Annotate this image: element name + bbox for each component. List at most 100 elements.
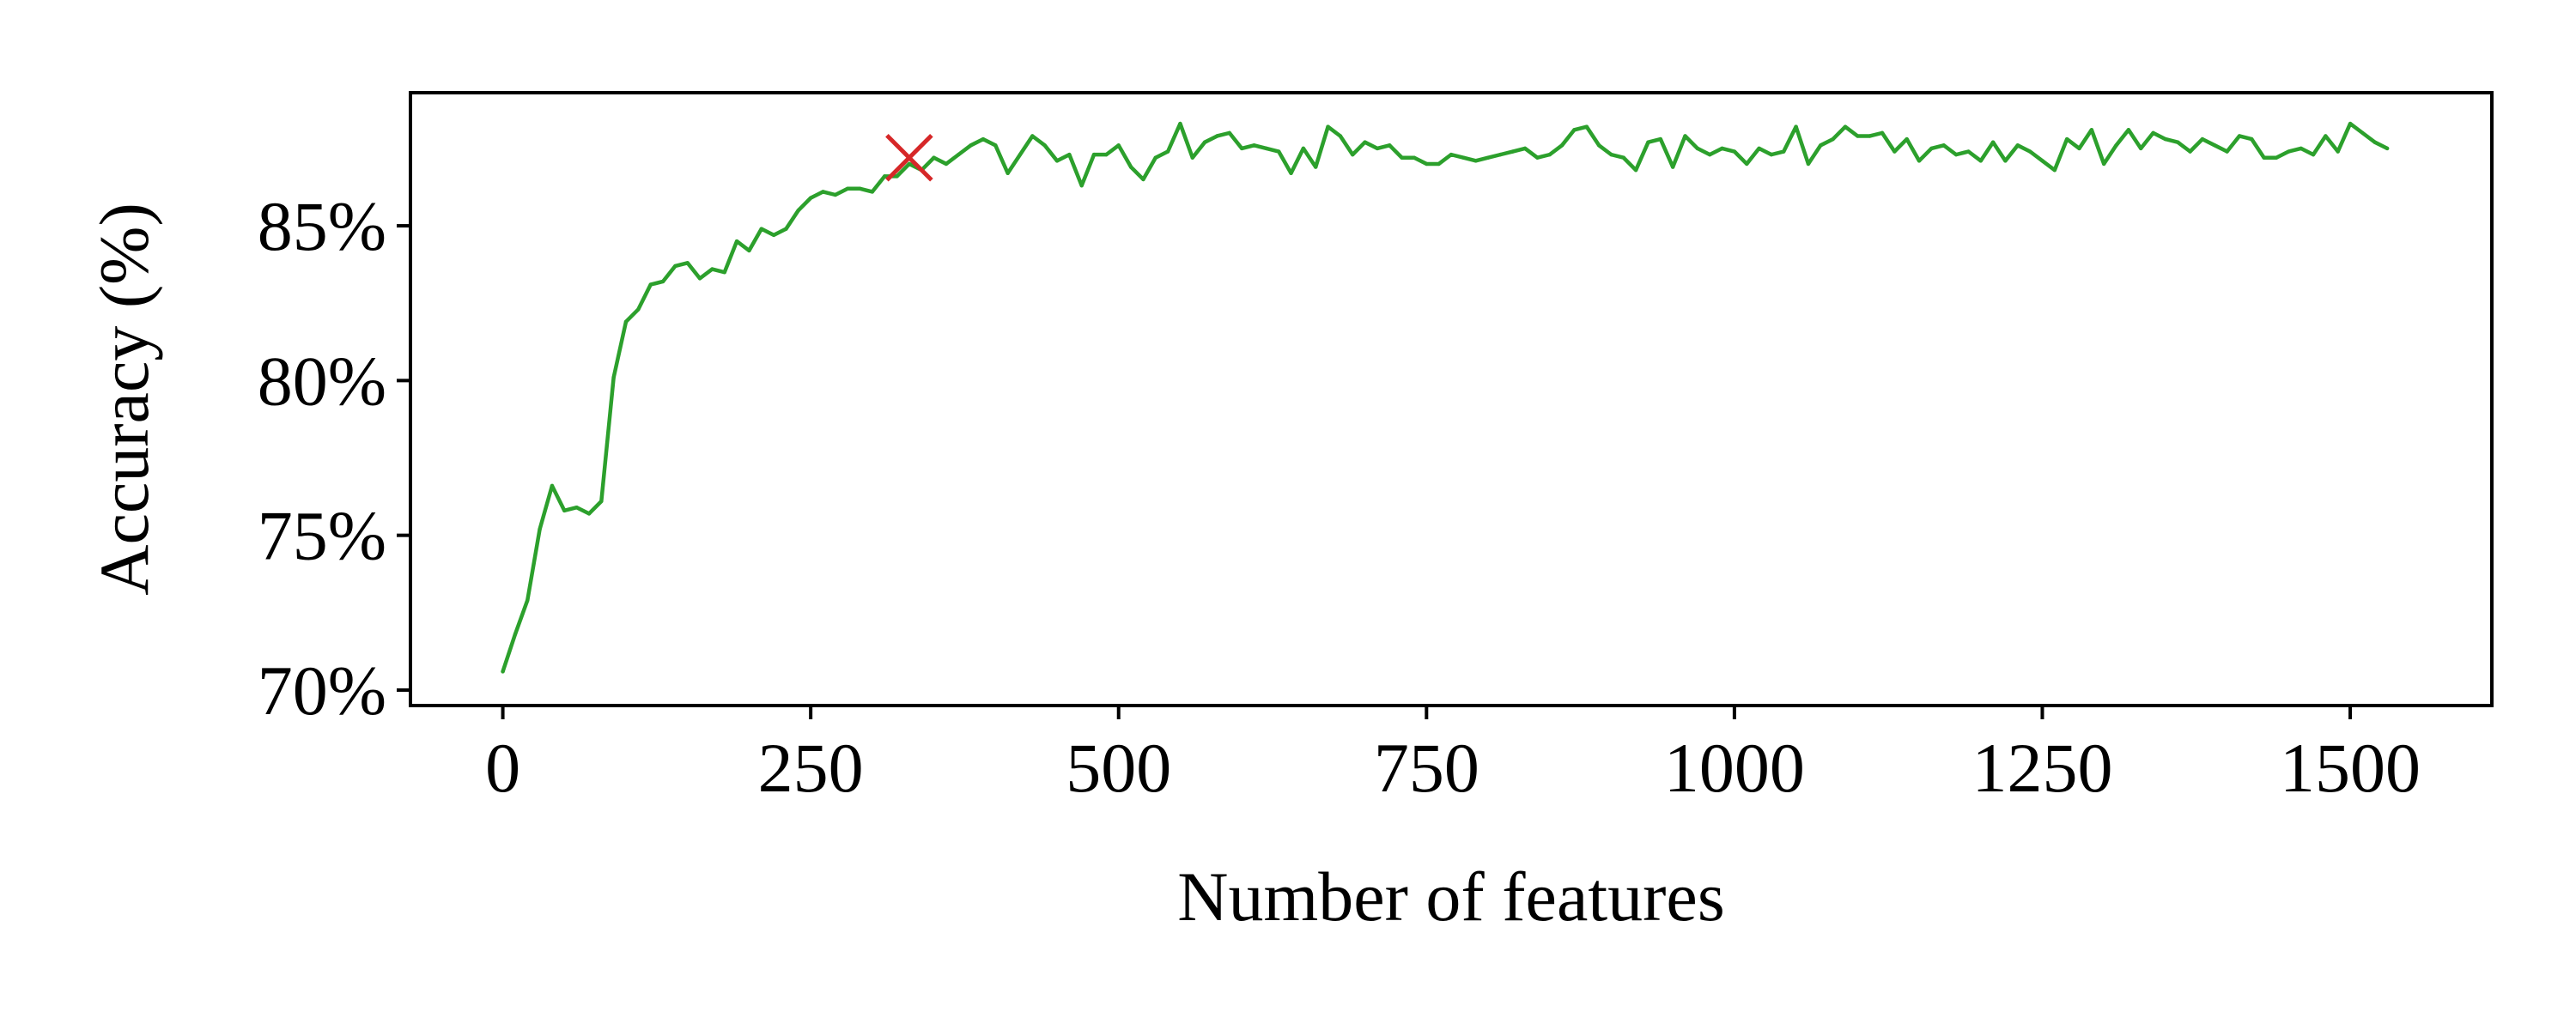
data-point [1843, 124, 1848, 129]
data-point [586, 512, 592, 516]
data-point [1806, 161, 1811, 167]
data-point [1893, 149, 1897, 154]
data-point [1782, 149, 1786, 154]
data-point [2101, 161, 2106, 167]
data-point [1067, 152, 1072, 157]
data-point [1178, 121, 1182, 126]
data-point [501, 670, 505, 674]
data-point [1301, 146, 1306, 151]
data-point [1079, 183, 1084, 188]
data-point [771, 233, 776, 238]
data-point [1215, 134, 1219, 138]
data-point [957, 152, 961, 157]
data-point [1966, 149, 1971, 154]
data-point [1856, 134, 1860, 138]
data-point [1338, 134, 1343, 138]
data-point [981, 136, 986, 142]
x-tick-label: 1250 [1971, 729, 2112, 807]
data-point [1819, 143, 1823, 148]
data-point [2299, 146, 2303, 151]
data-point [526, 598, 530, 603]
x-tick-label: 0 [485, 729, 520, 807]
data-point [2114, 143, 2118, 148]
data-point [1425, 161, 1429, 167]
data-point [759, 227, 763, 231]
data-point [1351, 152, 1355, 157]
data-point [1596, 143, 1601, 148]
data-point [2151, 130, 2155, 136]
data-point [2040, 159, 2044, 163]
y-tick-label: 75% [258, 497, 386, 575]
data-point [1042, 143, 1047, 148]
data-point [833, 192, 838, 197]
data-point [1190, 155, 1194, 160]
data-point [660, 279, 665, 284]
data-point [1264, 146, 1269, 151]
data-point [2324, 134, 2328, 138]
data-point [1769, 152, 1774, 157]
data-point [562, 508, 567, 513]
data-point [895, 174, 899, 179]
data-point [1658, 136, 1663, 142]
data-point [1412, 155, 1417, 160]
data-point [1547, 152, 1552, 157]
data-point [1745, 161, 1749, 167]
data-point [1289, 171, 1293, 175]
data-point [1276, 149, 1281, 154]
data-point [796, 208, 801, 213]
data-point [1091, 152, 1097, 157]
x-tick-label: 500 [1066, 729, 1171, 807]
data-point [648, 282, 653, 287]
data-point [2077, 146, 2081, 151]
x-axis: 0 250 500 750 1000 1250 1500 [485, 706, 2421, 807]
y-axis-title: Accuracy (%) [85, 203, 163, 596]
x-tick-label: 1500 [2280, 729, 2421, 807]
data-point [784, 227, 788, 231]
data-point [1941, 143, 1946, 148]
data-point [1116, 143, 1121, 148]
data-point [2385, 146, 2390, 151]
data-point [1670, 165, 1675, 169]
plot-area [501, 121, 2390, 674]
y-axis: 70% 75% 80% 85% [258, 187, 410, 730]
data-point [1609, 152, 1613, 157]
data-point [1018, 152, 1023, 157]
data-point [808, 196, 813, 200]
data-point [1030, 134, 1035, 138]
data-point [2311, 152, 2316, 157]
data-point [2200, 136, 2205, 142]
data-point [1794, 124, 1798, 129]
data-point [1535, 155, 1540, 160]
data-point [2015, 143, 2020, 148]
data-point [1831, 136, 1835, 142]
data-point [1708, 152, 1712, 157]
data-point [1522, 146, 1528, 151]
data-point [1905, 136, 1909, 142]
marker-stroke [885, 133, 933, 182]
accuracy-series-line [501, 121, 2390, 674]
data-point [2262, 155, 2266, 160]
data-point [697, 276, 702, 281]
data-point [1202, 140, 1207, 144]
data-point [599, 499, 604, 504]
data-point [1239, 146, 1244, 151]
x-tick-label: 1000 [1664, 729, 1805, 807]
x-axis-title: Number of features [1177, 857, 1725, 936]
data-point [845, 186, 850, 191]
data-point [883, 174, 887, 179]
data-point [2052, 167, 2057, 173]
data-point [1165, 149, 1170, 154]
data-point [1363, 140, 1367, 144]
data-point [2139, 146, 2143, 151]
data-point [1757, 146, 1761, 151]
data-point [1510, 149, 1515, 154]
data-point [2274, 155, 2279, 160]
data-point [1314, 165, 1318, 169]
data-point [722, 270, 726, 275]
data-point [1868, 134, 1872, 138]
data-point [1104, 152, 1109, 157]
data-point [2163, 136, 2168, 142]
data-point [993, 143, 998, 148]
data-point [538, 527, 542, 531]
